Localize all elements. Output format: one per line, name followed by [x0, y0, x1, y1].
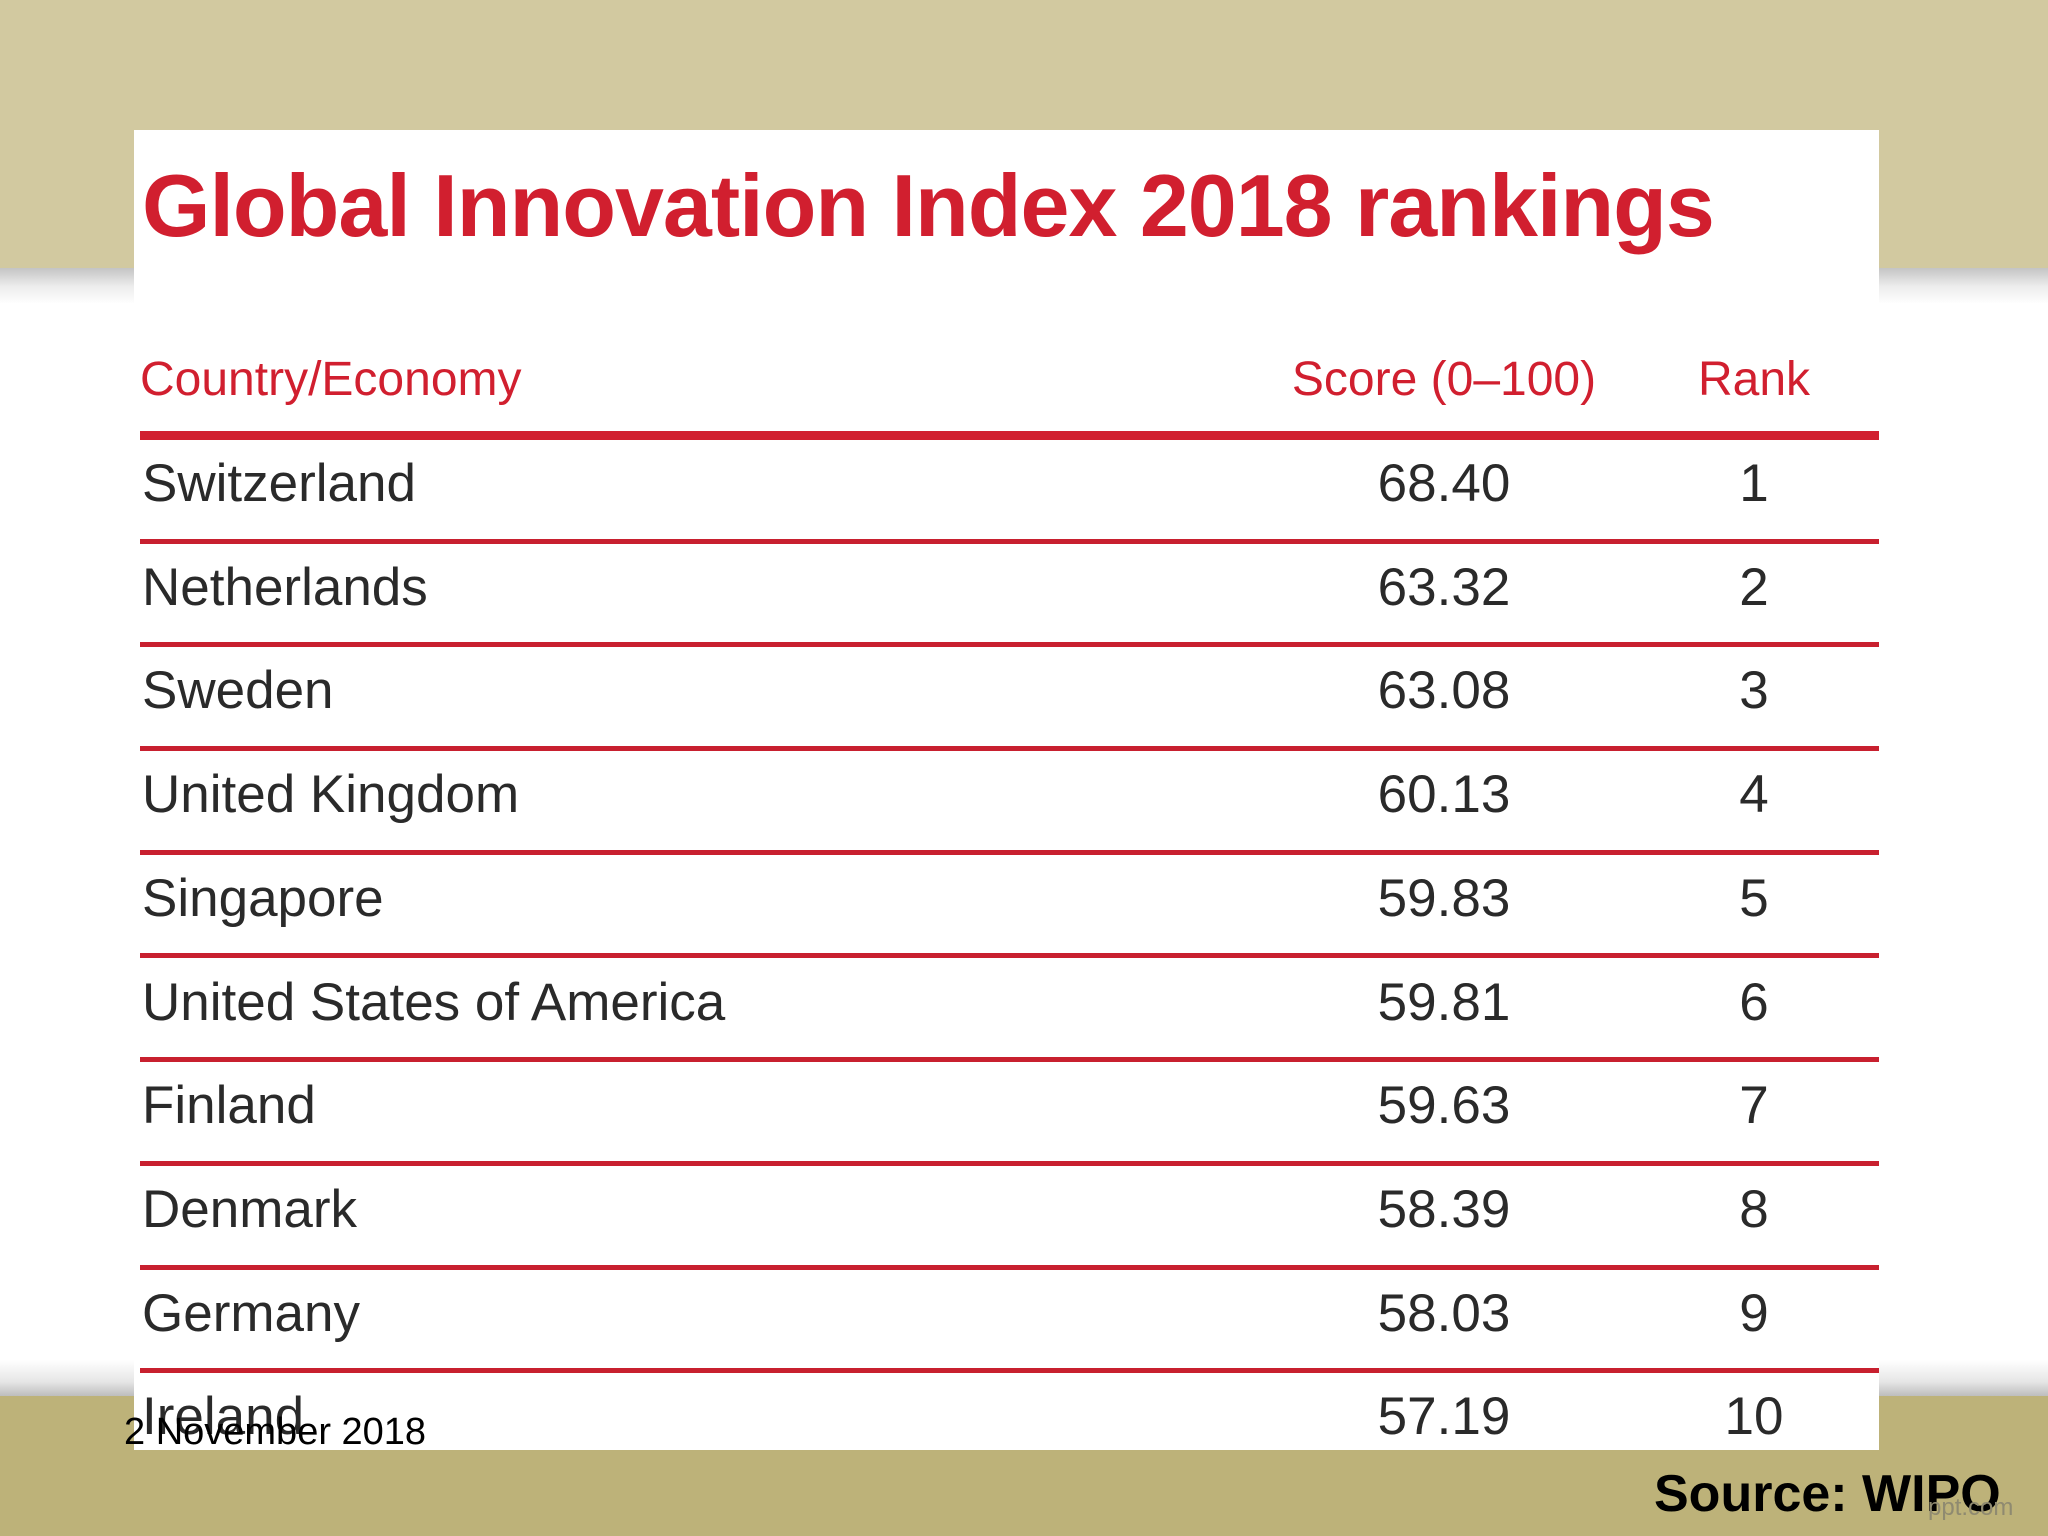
score-cell: 60.13: [1377, 765, 1511, 825]
row-divider: [140, 1160, 1879, 1166]
rank-cell: 7: [1739, 1076, 1769, 1136]
source-label: Source: WIPO: [1654, 1465, 2001, 1523]
score-cell: 59.83: [1377, 868, 1511, 928]
country-cell: Ireland: [142, 1387, 305, 1447]
table-row: Switzerland 68.40 1: [134, 440, 1879, 544]
country-cell: Denmark: [142, 1179, 358, 1239]
table-row: United States of America 59.81 6: [134, 959, 1879, 1063]
row-divider: [140, 849, 1879, 855]
slide-date: 2 November 2018: [124, 1411, 427, 1453]
rank-cell: 2: [1739, 557, 1769, 617]
rank-cell: 10: [1724, 1387, 1784, 1447]
table-row: Finland 59.63 7: [134, 1062, 1879, 1166]
column-header-rank: Rank: [1697, 353, 1811, 406]
table-row: Netherlands 63.32 2: [134, 544, 1879, 648]
table-row: Singapore 59.83 5: [134, 855, 1879, 959]
table-row: Sweden 63.08 3: [134, 647, 1879, 752]
header-rule: [140, 431, 1879, 440]
rank-cell: 1: [1739, 454, 1769, 513]
score-cell: 63.08: [1377, 661, 1511, 721]
score-cell: 59.81: [1377, 972, 1511, 1032]
rank-cell: 6: [1739, 972, 1769, 1032]
chart-title: Global Innovation Index 2018 rankings: [142, 156, 1715, 255]
rankings-card: Global Innovation Index 2018 rankings Co…: [134, 130, 1879, 1450]
rank-cell: 5: [1739, 868, 1769, 928]
score-cell: 57.19: [1377, 1387, 1511, 1447]
country-cell: Germany: [142, 1283, 360, 1343]
column-header-country: Country/Economy: [140, 353, 522, 406]
row-divider: [140, 538, 1879, 544]
watermark-text: ppt.com: [1928, 1494, 2014, 1521]
country-cell: Sweden: [142, 661, 334, 721]
score-cell: 63.32: [1377, 557, 1511, 617]
row-divider: [140, 642, 1879, 648]
row-divider: [140, 746, 1879, 752]
rank-cell: 9: [1739, 1283, 1769, 1343]
row-divider: [140, 953, 1879, 959]
country-cell: United States of America: [142, 972, 726, 1032]
row-divider: [140, 1264, 1879, 1270]
score-cell: 58.39: [1377, 1179, 1511, 1239]
table-row: United Kingdom 60.13 4: [134, 751, 1879, 855]
score-cell: 68.40: [1377, 454, 1511, 513]
table-row: Ireland 57.19 10: [134, 1373, 1879, 1450]
score-cell: 59.63: [1377, 1076, 1511, 1136]
country-cell: Netherlands: [142, 557, 428, 617]
table-row: Germany 58.03 9: [134, 1270, 1879, 1374]
country-cell: Switzerland: [142, 454, 416, 513]
rank-cell: 3: [1739, 661, 1769, 721]
country-cell: Singapore: [142, 868, 384, 928]
rank-cell: 8: [1739, 1179, 1769, 1239]
row-divider: [140, 1057, 1879, 1063]
country-cell: United Kingdom: [142, 765, 520, 825]
score-cell: 58.03: [1377, 1283, 1511, 1343]
rank-cell: 4: [1739, 765, 1769, 825]
table-row: Denmark 58.39 8: [134, 1166, 1879, 1270]
row-divider: [140, 1368, 1879, 1374]
column-header-score: Score (0–100): [1291, 353, 1597, 406]
country-cell: Finland: [142, 1076, 316, 1136]
